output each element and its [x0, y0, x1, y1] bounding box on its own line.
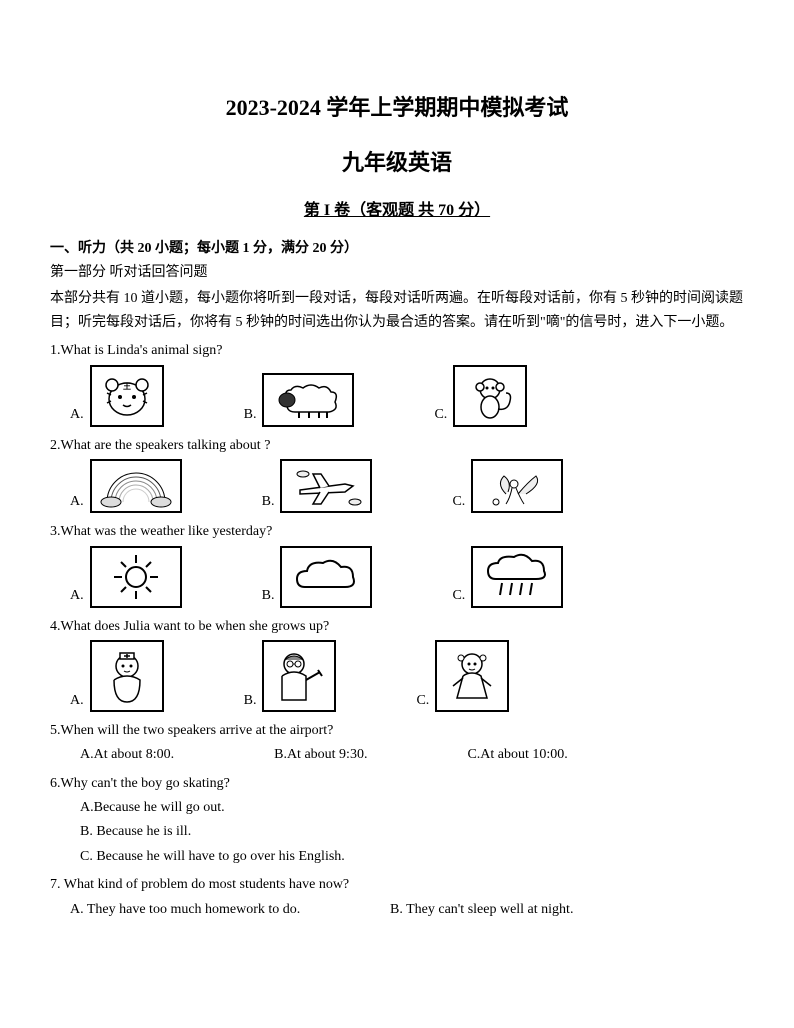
q4-text: 4.What does Julia want to be when she gr… — [50, 616, 744, 638]
q3-option-a[interactable]: A. — [70, 546, 182, 608]
cloud-icon — [280, 546, 372, 608]
svg-text:王: 王 — [123, 382, 131, 391]
nurse-icon — [90, 640, 164, 712]
q1-option-b[interactable]: B. — [244, 373, 355, 427]
rain-icon — [471, 546, 563, 608]
exam-title-3: 第 I 卷（客观题 共 70 分） — [50, 198, 744, 224]
q1-option-a[interactable]: A. 王 — [70, 365, 164, 427]
teacher-icon — [262, 640, 336, 712]
q6-options: A.Because he will go out. B. Because he … — [80, 797, 744, 868]
q3-label-a: A. — [70, 585, 84, 607]
q3-label-c: C. — [452, 585, 465, 607]
q4-options: A. B. — [70, 640, 744, 712]
q2-option-c[interactable]: C. — [452, 459, 563, 513]
q6-option-a[interactable]: A.Because he will go out. — [80, 797, 744, 819]
sun-icon — [90, 546, 182, 608]
q2-option-a[interactable]: A. — [70, 459, 182, 513]
instruction-text: 本部分共有 10 道小题，每小题你将听到一段对话，每段对话听两遍。在听每段对话前… — [50, 287, 744, 335]
girl-icon — [435, 640, 509, 712]
q4-label-c: C. — [416, 690, 429, 712]
q3-text: 3.What was the weather like yesterday? — [50, 521, 744, 543]
fairy-icon — [471, 459, 563, 513]
rainbow-icon — [90, 459, 182, 513]
q2-text: 2.What are the speakers talking about ? — [50, 435, 744, 457]
q1-label-c: C. — [434, 404, 447, 426]
q1-label-b: B. — [244, 404, 257, 426]
q7-option-a[interactable]: A. They have too much homework to do. — [70, 899, 390, 921]
q1-label-a: A. — [70, 404, 84, 426]
q3-options: A. B. C. — [70, 546, 744, 608]
q3-option-b[interactable]: B. — [262, 546, 373, 608]
q5-options: A.At about 8:00. B.At about 9:30. C.At a… — [80, 744, 744, 766]
q4-label-b: B. — [244, 690, 257, 712]
sheep-icon — [262, 373, 354, 427]
q2-option-b[interactable]: B. — [262, 459, 373, 513]
q4-option-c[interactable]: C. — [416, 640, 509, 712]
exam-title-1: 2023-2024 学年上学期期中模拟考试 — [50, 90, 744, 125]
q2-label-c: C. — [452, 491, 465, 513]
q5-option-b[interactable]: B.At about 9:30. — [274, 744, 367, 766]
q1-text: 1.What is Linda's animal sign? — [50, 340, 744, 362]
q4-option-a[interactable]: A. — [70, 640, 164, 712]
q6-option-c[interactable]: C. Because he will have to go over his E… — [80, 846, 744, 868]
exam-title-2: 九年级英语 — [50, 145, 744, 180]
q5-option-a[interactable]: A.At about 8:00. — [80, 744, 174, 766]
q1-option-c[interactable]: C. — [434, 365, 527, 427]
q7-text: 7. What kind of problem do most students… — [50, 874, 744, 896]
q4-label-a: A. — [70, 690, 84, 712]
airplane-icon — [280, 459, 372, 513]
q2-label-a: A. — [70, 491, 84, 513]
monkey-icon — [453, 365, 527, 427]
tiger-icon: 王 — [90, 365, 164, 427]
q6-option-b[interactable]: B. Because he is ill. — [80, 821, 744, 843]
q3-label-b: B. — [262, 585, 275, 607]
q3-option-c[interactable]: C. — [452, 546, 563, 608]
sub-heading: 第一部分 听对话回答问题 — [50, 262, 744, 284]
q4-option-b[interactable]: B. — [244, 640, 337, 712]
q2-label-b: B. — [262, 491, 275, 513]
q5-text: 5.When will the two speakers arrive at t… — [50, 720, 744, 742]
q5-option-c[interactable]: C.At about 10:00. — [467, 744, 567, 766]
section-heading: 一、听力（共 20 小题；每小题 1 分，满分 20 分） — [50, 238, 744, 260]
q6-text: 6.Why can't the boy go skating? — [50, 773, 744, 795]
q1-options: A. 王 B. C. — [70, 365, 744, 427]
q7-option-b[interactable]: B. They can't sleep well at night. — [390, 899, 573, 921]
q7-options: A. They have too much homework to do. B.… — [70, 899, 744, 921]
q2-options: A. B. C. — [70, 459, 744, 513]
